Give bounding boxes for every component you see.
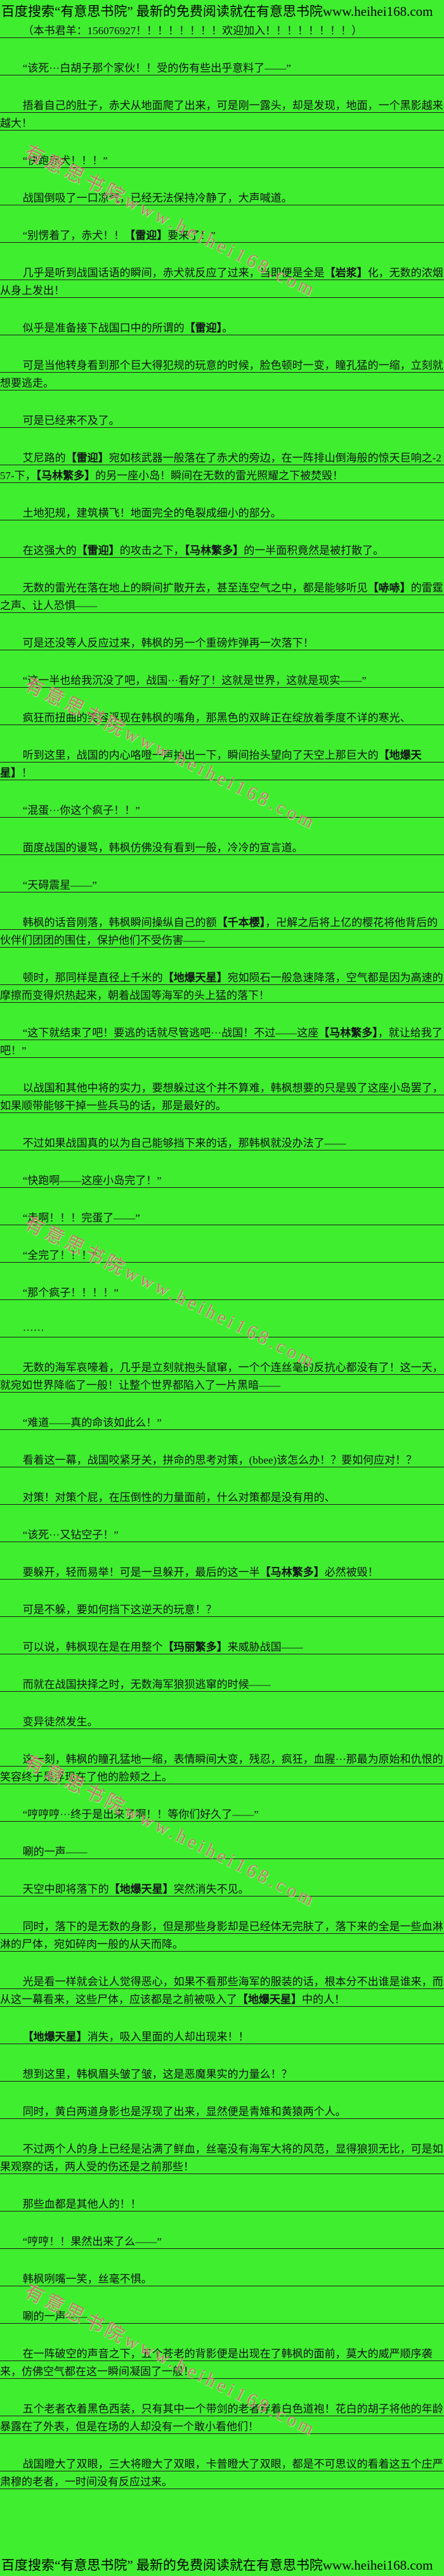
novel-paragraph: 韩枫咧嘴一笑，丝毫不惧。	[0, 2270, 444, 2288]
novel-paragraph: 几乎是听到战国话语的瞬间，赤犬就反应了过来，当即便是全是【岩浆】化，无数的浓烟从…	[0, 264, 444, 300]
novel-paragraph: 不过两个人的身上已经是沾满了鲜血，丝毫没有海军大将的风范，显得狼狈无比，可是如果…	[0, 2141, 444, 2176]
novel-paragraph: （本书君羊：156076927！！！！！！！！欢迎加入！！！！！！！！）	[0, 22, 444, 40]
novel-body: （本书君羊：156076927！！！！！！！！欢迎加入！！！！！！！！） “该死·…	[0, 22, 444, 2491]
novel-paragraph: 战国瞪大了双眼，三大将瞪大了双眼，卡普瞪大了双眼，都是不可思议的看着这五个庄严肃…	[0, 2456, 444, 2491]
novel-paragraph: 无数的海军哀嚎着，几乎是立刻就抱头鼠窜，一个个连丝毫的反抗心都没有了！这一天，就…	[0, 1359, 444, 1394]
novel-paragraph: 战国倒吸了一口凉气，已经无法保持冷静了，大声喊道。	[0, 190, 444, 207]
novel-paragraph: “走啊！！！完蛋了——”	[0, 1209, 444, 1227]
novel-paragraph: 光是看一样就会让人觉得恶心，如果不看那些海军的服装的话，根本分不出谁是谁来，而从…	[0, 1973, 444, 2009]
novel-paragraph: 对策！对策个屁，在压倒性的力量面前，什么对策都是没有用的、	[0, 1489, 444, 1507]
novel-paragraph: 不过如果战国真的以为自己能够挡下来的话，那韩枫就没办法了——	[0, 1135, 444, 1152]
novel-paragraph: 而就在战国抉择之时，无数海军狼狈逃窜的时候——	[0, 1676, 444, 1694]
novel-paragraph: 同时，落下的是无数的身影，但是那些身影却是已经体无完肤了，落下来的全是一些血淋淋…	[0, 1918, 444, 1954]
novel-paragraph: 唰的一声——	[0, 2308, 444, 2326]
novel-paragraph: 可是不躲，要如何挡下这逆天的玩意！？	[0, 1601, 444, 1619]
novel-paragraph: “该死···又钻空子！”	[0, 1526, 444, 1544]
novel-paragraph: 面度战国的谩骂，韩枫仿佛没有看到一般，冷冷的宣言道。	[0, 839, 444, 857]
novel-paragraph: 以战国和其他中将的实力，要想躲过这个并不算难，韩枫想要的只是毁了这座小岛罢了，如…	[0, 1079, 444, 1115]
novel-paragraph: 韩枫的话音刚落，韩枫瞬间操纵自己的额【千本樱】，卍解之后将上亿的樱花将他背后的伙…	[0, 914, 444, 950]
novel-paragraph: “这一半也给我沉没了吧，战国···看好了！这就是世界，这就是现实——”	[0, 672, 444, 690]
novel-paragraph: “混蛋···你这个疯子！！”	[0, 802, 444, 820]
novel-paragraph: “哼哼哼···终于是出来了啊！！等你们好久了——”	[0, 1806, 444, 1824]
novel-paragraph: 可是已经来不及了。	[0, 412, 444, 430]
novel-paragraph: “该死···白胡子那个家伙！！受的伤有些出乎意料了——”	[0, 60, 444, 77]
novel-paragraph: 看着这一幕，战国咬紧牙关，拼命的思考对策，(bbee)该怎么办！？要如何应对！？	[0, 1452, 444, 1469]
novel-paragraph: 土地犯规，建筑横飞！地面完全的龟裂成细小的部分。	[0, 505, 444, 522]
novel-paragraph: 想到这里，韩枫眉头皱了皱，这是恶魔果实的力量么！？	[0, 2066, 444, 2083]
novel-paragraph: 那些血都是其他人的！！	[0, 2196, 444, 2213]
novel-paragraph: 要躲开，轻而易举！可是一旦躲开，最后的这一半【马林繁多】必然被毁！	[0, 1564, 444, 1581]
novel-paragraph: “哼哼！！果然出来了么——”	[0, 2233, 444, 2251]
novel-paragraph: 可是还没等人反应过来，韩枫的另一个重磅炸弹再一次落下！	[0, 634, 444, 652]
novel-paragraph: 艾尼路的【雷迎】宛如核武器一般落在了赤犬的旁边，在一阵排山倒海般的惊天巨响之-2…	[0, 449, 444, 485]
novel-paragraph: 无数的雷光在落在地上的瞬间扩散开去，甚至连空气之中，都是能够听见【哧哧】的雷霆之…	[0, 579, 444, 615]
novel-paragraph: 天空中即将落下的【地爆天星】突然消失不见。	[0, 1881, 444, 1898]
novel-paragraph: 这一刻，韩枫的瞳孔猛地一缩，表情瞬间大变，残忍，疯狂，血腥···那最为原始和仇恨…	[0, 1751, 444, 1786]
novel-paragraph: 可是当他转身看到那个巨大得犯规的玩意的时候，脸色顿时一变，瞳孔猛的一缩，立刻就想…	[0, 357, 444, 392]
novel-paragraph: 【地爆天星】消失，吸入里面的人却出现来！！	[0, 2028, 444, 2046]
novel-paragraph: 唰的一声——	[0, 1843, 444, 1861]
promo-header: 百度搜索“有意思书院” 最新的免费阅读就在有意思书院www.heihei168.…	[1, 4, 433, 19]
novel-paragraph: 五个老者衣着黑色西装，只有其中一个带剑的老者穿着白色道袍！花白的胡子将他的年龄暴…	[0, 2400, 444, 2436]
novel-paragraph: “别愣着了，赤犬！！【雷迎】要来了！”	[0, 227, 444, 245]
novel-paragraph: 似乎是准备接下战国口中的所谓的【雷迎】。	[0, 319, 444, 337]
novel-paragraph: 在一阵破空的声音之下，五个苍老的背影便是出现在了韩枫的面前，莫大的威严顺序袭来，…	[0, 2345, 444, 2381]
novel-paragraph: 同时，黄白两道身影也是浮现了出来，显然便是青雉和黄猿两个人。	[0, 2103, 444, 2121]
novel-paragraph: “快跑赤犬！！！”	[0, 152, 444, 170]
novel-paragraph: 变异徒然发生。	[0, 1713, 444, 1731]
novel-paragraph: ······	[0, 1322, 444, 1339]
novel-paragraph: 顿时，那同样是直径上千米的【地爆天星】宛如陨石一般急速降落，空气都是因为高速的摩…	[0, 969, 444, 1005]
novel-paragraph: 捂着自己的肚子，赤犬从地面爬了出来，可是刚一露头，却是发现，地面，一个黑影越来越…	[0, 97, 444, 132]
novel-paragraph: “全完了！！！”	[0, 1247, 444, 1265]
novel-paragraph: “天碍震星——”	[0, 877, 444, 894]
promo-footer: 百度搜索“有意思书院” 最新的免费阅读就在有意思书院www.heihei168.…	[1, 2558, 433, 2573]
novel-paragraph: 可以说，韩枫现在是在用整个【玛丽繁多】来威胁战国——	[0, 1639, 444, 1656]
novel-paragraph: 疯狂而扭曲的笑容浮现在韩枫的嘴角，那黑色的双眸正在绽放着季度不详的寒光、	[0, 709, 444, 727]
novel-paragraph: “快跑啊——这座小岛完了！”	[0, 1172, 444, 1190]
novel-paragraph: “这下就结束了吧！要逃的话就尽管逃吧···战国！不过——这座【马林繁多】，就让给…	[0, 1024, 444, 1060]
novel-paragraph: “那个疯子！！！！”	[0, 1284, 444, 1302]
novel-paragraph: 在这强大的【雷迎】的攻击之下，【马林繁多】的一半面积竟然是被打散了。	[0, 542, 444, 560]
novel-paragraph: “难道——真的命该如此么！”	[0, 1414, 444, 1432]
novel-paragraph: 听到这里，战国的内心咯噔一声抽出一下，瞬间抬头望向了天空上那巨大的【地爆天星】！	[0, 747, 444, 782]
